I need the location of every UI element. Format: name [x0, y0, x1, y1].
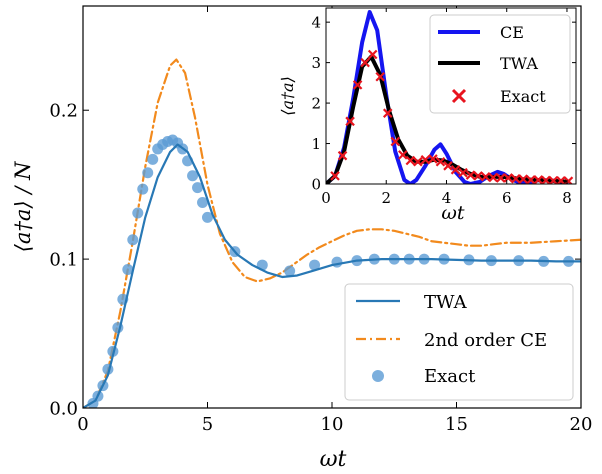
legend-swatch-exact	[372, 370, 384, 382]
main-y-axis-label: ⟨a†a⟩ / N	[11, 161, 35, 252]
main-x-axis-label: ωt	[320, 447, 347, 472]
main-point-exact-23	[202, 211, 213, 223]
main-series-line-2nd-order-ce	[83, 58, 581, 408]
inset-point-exact-20	[480, 171, 491, 182]
inset-point-exact-12	[420, 154, 431, 165]
inset-x-tick-label-0: 0	[321, 189, 331, 207]
inset-point-exact-1	[337, 150, 348, 161]
main-point-exact-21	[192, 182, 204, 194]
inset-legend-label-twa: TWA	[500, 54, 538, 73]
inset-point-exact-23	[503, 173, 514, 183]
inset-point-exact-0	[330, 171, 340, 181]
main-point-exact-7	[122, 264, 134, 276]
inset-y-axis-label: ⟨a†a⟩	[278, 76, 297, 116]
inset-point-exact-5	[367, 49, 378, 60]
inset-y-tick-label-1: 1	[311, 135, 321, 153]
inset-point-exact-6	[375, 72, 385, 82]
legend-label-twa: TWA	[424, 292, 468, 313]
inset-point-exact-7	[382, 108, 393, 118]
inset-point-exact-18	[465, 170, 476, 180]
inset-x-tick-label-1: 2	[381, 189, 391, 207]
main-point-exact-26	[284, 265, 296, 277]
inset-x-tick-label-4: 8	[562, 189, 572, 207]
inset-legend-box	[429, 14, 571, 114]
inset-point-exact-29	[548, 175, 559, 184]
inset-point-exact-17	[458, 167, 468, 178]
inset-legend-label-exact: Exact	[500, 87, 546, 106]
inset-x-tick-label-2: 4	[442, 189, 452, 207]
inset-x-tick-label-3: 6	[502, 189, 512, 207]
inset-plot-area	[326, 10, 574, 184]
main-legend-box	[344, 283, 574, 401]
inset-point-exact-24	[510, 173, 521, 184]
main-y-tick-label-1: 0.1	[49, 249, 78, 270]
inset-legend-swatch-exact	[451, 88, 467, 104]
inset-series-line-ce	[326, 10, 569, 184]
main-point-exact-12	[147, 153, 159, 165]
inset-y-tick-label-3: 3	[311, 54, 321, 72]
inset-point-exact-19	[473, 171, 483, 181]
inset-point-exact-30	[556, 175, 566, 184]
inset-point-exact-22	[495, 173, 506, 183]
inset-point-exact-8	[390, 136, 401, 147]
inset-point-exact-21	[488, 172, 498, 183]
main-point-exact-8	[127, 234, 139, 246]
main-y-tick-label-0: 0.0	[49, 398, 78, 419]
inset-axes-frame	[325, 7, 577, 185]
main-x-tick-label-3: 15	[445, 414, 468, 435]
inset-legend: CE TWA Exact	[429, 14, 571, 114]
main-plot-area	[83, 58, 581, 408]
inset-point-exact-16	[450, 165, 461, 175]
main-x-tick-label-0: 0	[77, 414, 88, 435]
main-x-tick-label-1: 5	[202, 414, 213, 435]
inset-point-exact-9	[398, 150, 408, 160]
main-chart: 0 5 10 15 200.00.10.2 ωt ⟨a†a⟩ / N TWA 2nd o…	[11, 5, 592, 472]
main-series-line-twa	[83, 143, 581, 408]
inset-point-exact-15	[443, 161, 453, 171]
inset-point-exact-28	[541, 175, 551, 184]
main-point-exact-11	[142, 167, 154, 179]
legend-label-exact: Exact	[424, 366, 476, 387]
inset-point-exact-2	[345, 116, 355, 127]
main-point-exact-9	[132, 207, 144, 219]
inset-point-exact-14	[435, 156, 446, 167]
inset-point-exact-3	[352, 80, 363, 90]
inset-point-exact-4	[360, 57, 370, 68]
inset-ticks: 0 2 4 6 8 0 1 2 3 4	[311, 8, 576, 207]
legend-label-2nd-order-ce: 2nd order CE	[424, 330, 547, 351]
inset-point-exact-27	[533, 175, 544, 184]
main-x-tick-label-2: 10	[321, 414, 344, 435]
main-point-exact-10	[137, 183, 149, 195]
inset-point-exact-25	[518, 174, 529, 184]
inset-legend-label-ce: CE	[500, 23, 524, 42]
main-ticks: 0 5 10 15 200.00.10.2	[49, 6, 592, 435]
inset-x-axis-label: ωt	[441, 202, 464, 224]
main-x-tick-label-4: 20	[570, 414, 593, 435]
inset-chart: 0 2 4 6 8 0 1 2 3 4 ωt ⟨a†a⟩ CE TWA Exact	[278, 7, 577, 224]
inset-point-exact-10	[405, 155, 416, 166]
main-point-exact-22	[197, 197, 209, 209]
inset-y-tick-label-2: 2	[311, 94, 321, 112]
inset-point-exact-26	[526, 175, 536, 184]
inset-y-tick-label-4: 4	[311, 13, 321, 31]
inset-y-tick-label-0: 0	[311, 175, 321, 193]
main-point-exact-20	[187, 170, 199, 182]
main-legend: TWA 2nd order CE Exact	[344, 283, 574, 401]
main-point-exact-27	[309, 259, 321, 271]
inset-point-exact-11	[413, 156, 423, 167]
main-y-tick-label-2: 0.2	[49, 101, 78, 122]
inset-point-exact-13	[428, 154, 438, 164]
